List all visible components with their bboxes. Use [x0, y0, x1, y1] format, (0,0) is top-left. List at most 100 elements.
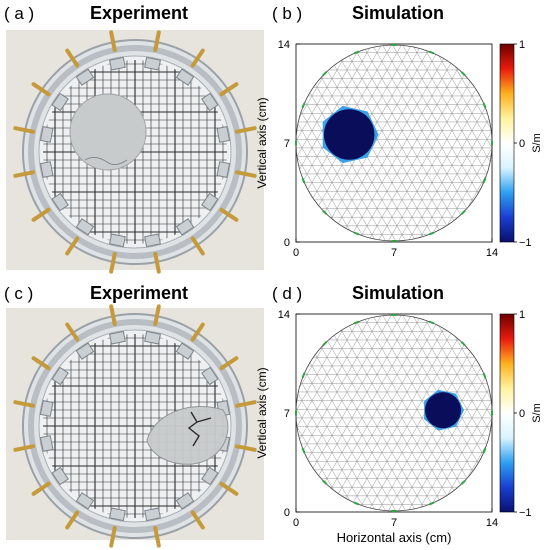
colorbar-tick-label: 0: [519, 138, 525, 150]
panel-d-title: Simulation: [352, 283, 445, 303]
electrode-block: [175, 492, 195, 510]
electrode-marker: [353, 50, 360, 55]
electrode-connector: [153, 252, 161, 274]
electrode-marker: [482, 447, 487, 454]
electrode-connector: [65, 322, 80, 342]
mesh-lines: [296, 315, 492, 511]
electrode-marker: [460, 71, 466, 77]
electrode-block: [51, 192, 69, 212]
electrode-block: [51, 366, 69, 386]
electrode-connector: [190, 48, 205, 68]
colorbar-unit-label: S/m: [531, 403, 543, 423]
electrode-block: [216, 400, 231, 417]
electrode-block: [51, 466, 69, 486]
electrode-marker: [322, 209, 328, 215]
electrode-marker: [295, 140, 297, 146]
colorbar: [499, 43, 515, 243]
electrode-block: [216, 126, 231, 143]
inclusion-region: [323, 109, 375, 160]
electrode-marker: [301, 447, 306, 454]
y-axis-label: Vertical axis (cm): [255, 367, 269, 458]
electrode-marker: [491, 140, 493, 146]
x-axis-label: Horizontal axis (cm): [337, 530, 452, 545]
measurement-grid: [43, 334, 227, 518]
electrode-marker: [322, 341, 328, 347]
tray-outer-rim: [22, 39, 248, 265]
electrode-connector: [13, 170, 35, 178]
electrode-marker: [391, 240, 397, 242]
x-tick-label: 14: [486, 247, 498, 259]
electrode-block: [109, 233, 126, 248]
electrode-connector: [153, 526, 161, 548]
tray-floor: [38, 55, 232, 249]
electrode-block: [75, 68, 95, 86]
electrode-block: [39, 400, 54, 417]
electrode-connector: [65, 236, 80, 256]
electrode-marker: [460, 479, 466, 485]
electrode-marker: [482, 372, 487, 379]
mesh-lines: [296, 45, 492, 241]
electrode-marker: [301, 177, 306, 184]
electrode-marker: [428, 320, 435, 325]
electrode-marker: [353, 501, 360, 506]
object-crack: [187, 411, 212, 447]
axes-frame: [295, 43, 493, 243]
electrode-connector: [13, 126, 35, 134]
inclusion-edge: [322, 105, 379, 164]
electrode-marker: [391, 44, 397, 46]
y-axis-label: Vertical axis (cm): [255, 97, 269, 188]
electrode-marker: [322, 479, 328, 485]
electrode-block: [144, 56, 161, 71]
electrode-marker: [353, 320, 360, 325]
electrode-block: [201, 466, 219, 486]
tray-wall: [28, 45, 242, 259]
electrode-connector: [31, 82, 51, 97]
y-tick-label: 0: [284, 237, 290, 249]
electrode-connector: [109, 526, 117, 548]
electrode-block: [201, 192, 219, 212]
electrode-marker: [428, 50, 435, 55]
panel-a-label: ( a ): [4, 4, 35, 23]
electrode-block: [39, 161, 54, 178]
colorbar-unit-label: S/m: [531, 133, 543, 153]
electrode-connector: [31, 207, 51, 222]
fem-mesh: [296, 315, 492, 511]
electrode-connector: [65, 510, 80, 530]
electrode-connector: [219, 481, 239, 496]
electrode-marker: [491, 410, 493, 416]
electrode-block: [144, 507, 161, 522]
electrode-block: [39, 435, 54, 452]
electrode-block: [175, 342, 195, 360]
colorbar: [499, 313, 515, 513]
electrode-marker: [460, 209, 466, 215]
electrode-block: [109, 56, 126, 71]
electrode-block: [109, 330, 126, 345]
axes-frame: [295, 313, 493, 513]
electrode-block: [216, 161, 231, 178]
panel-d-label: ( d ): [272, 284, 303, 303]
electrode-marker: [295, 410, 297, 416]
object-crack: [84, 157, 128, 165]
colorbar-tick-label: 1: [519, 39, 525, 51]
colorbar-tick-label: −1: [519, 507, 532, 519]
panel-b-label: ( b ): [272, 4, 303, 23]
conductive-object: [146, 406, 229, 465]
electrode-block: [51, 92, 69, 112]
colorbar-tick-label: −1: [519, 237, 532, 249]
electrode-block: [175, 68, 195, 86]
electrode-connector: [190, 322, 205, 342]
x-tick-label: 7: [391, 517, 397, 529]
electrode-connector: [65, 48, 80, 68]
y-tick-label: 7: [284, 408, 290, 420]
electrode-block: [201, 92, 219, 112]
electrode-connector: [219, 356, 239, 371]
colorbar-tick-label: 1: [519, 309, 525, 321]
electrode-connector: [235, 126, 257, 134]
photo-background: [6, 308, 264, 540]
electrode-block: [75, 342, 95, 360]
panel-a-title: Experiment: [90, 3, 189, 23]
panel-c-label: ( c ): [4, 284, 34, 303]
electrode-connector: [235, 400, 257, 408]
